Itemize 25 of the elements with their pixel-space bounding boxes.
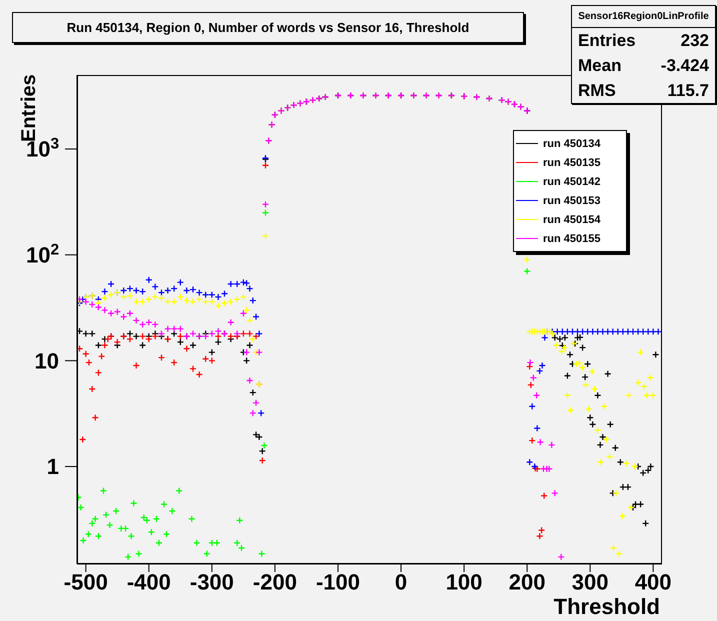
x-tick-label: 100: [446, 570, 482, 595]
y-tick-label: 1: [46, 454, 59, 480]
x-tick-label: 200: [508, 570, 546, 595]
legend-label: run 450134: [543, 138, 600, 150]
legend-label: run 450154: [543, 214, 600, 226]
text: Mean -3.424: [578, 56, 709, 75]
y-tick-label: 10: [34, 348, 59, 374]
x-tick-label: -500: [64, 570, 108, 595]
legend-label: run 450135: [543, 156, 600, 168]
x-tick-label: 400: [634, 570, 672, 595]
legend-label: run 450153: [543, 194, 600, 206]
x-tick-label: -100: [316, 570, 360, 595]
text: Sensor16Region0LinProfile: [572, 6, 715, 28]
chart-title: Run 450134, Region 0, Number of words vs Sensor 16, Threshold: [12, 12, 524, 43]
legend-label: run 450142: [543, 176, 600, 188]
x-tick-label: 300: [572, 570, 608, 595]
x-tick-label: -400: [126, 570, 171, 595]
x-tick-label: -300: [190, 570, 234, 595]
x-axis-title: Threshold: [554, 594, 660, 620]
x-tick-label: -200: [252, 570, 297, 595]
legend-label: run 450155: [543, 232, 600, 244]
x-tick-label: 0: [394, 570, 408, 595]
text: Entries 232: [578, 31, 709, 50]
text: RMS 115.7: [578, 81, 709, 100]
y-tick-label: 10$^{2}$: [26, 241, 59, 268]
